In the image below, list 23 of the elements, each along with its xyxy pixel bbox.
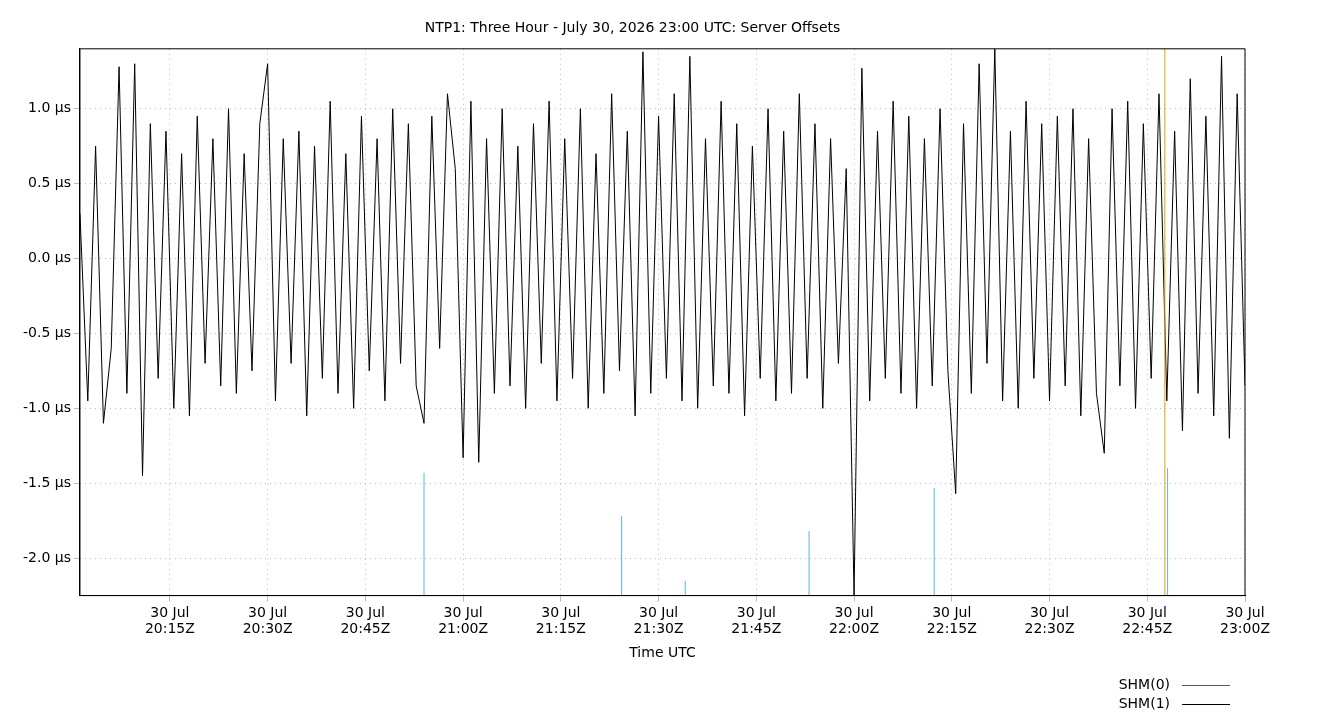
chart-title: NTP1: Three Hour - July 30, 2026 23:00 UTC: Server Offsets [424,19,841,36]
y-tick-label: 1.0 µs [28,99,71,116]
x-tick-label: 30 Jul 22:15Z [926,603,977,637]
y-tick-label: -0.5 µs [23,324,71,341]
x-tick-label: 30 Jul 20:30Z [242,603,293,637]
y-tick-label: -1.5 µs [23,473,71,490]
x-tick-label: 30 Jul 21:00Z [438,603,489,637]
x-tick-label: 30 Jul 21:15Z [535,603,586,637]
y-tick-label: -2.0 µs [23,548,71,565]
x-tick-label: 30 Jul 22:00Z [829,603,880,637]
x-tick-label: 30 Jul 23:00Z [1220,603,1270,637]
x-tick-label: 30 Jul 20:15Z [144,603,195,637]
x-tick-label: 30 Jul 21:45Z [731,603,782,637]
y-tick-label: 0.5 µs [28,174,71,191]
y-tick-label: -1.0 µs [23,398,71,415]
x-tick-label: 30 Jul 22:30Z [1024,603,1075,637]
x-tick-label: 30 Jul 20:45Z [340,603,391,637]
legend-label: SHM(0) [1118,676,1170,693]
x-axis-title: Time UTC [628,644,696,661]
y-tick-label: 0.0 µs [28,249,71,266]
x-tick-label: 30 Jul 22:45Z [1122,603,1173,637]
legend-label: SHM(1) [1118,695,1170,712]
x-tick-label: 30 Jul 21:30Z [633,603,684,637]
